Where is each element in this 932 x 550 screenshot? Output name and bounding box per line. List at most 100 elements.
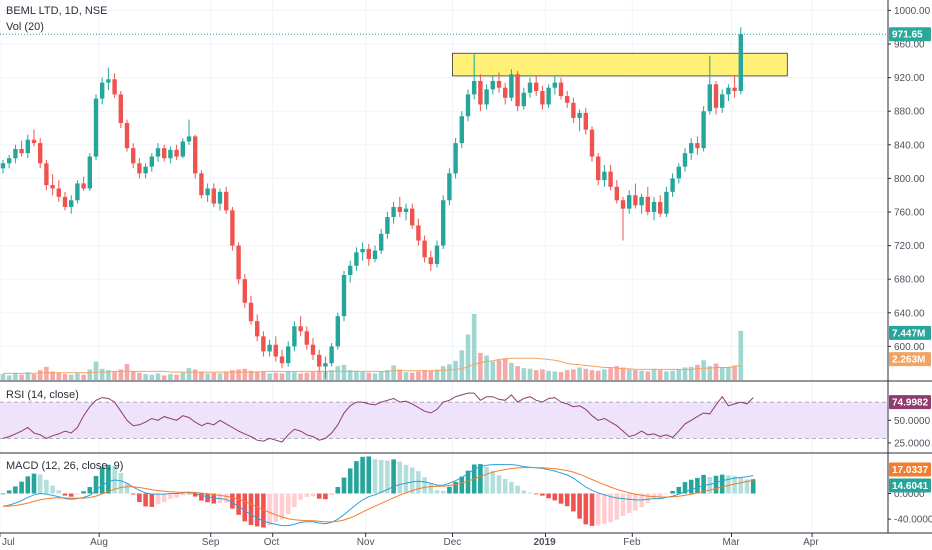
volume-tag-bg bbox=[889, 325, 931, 340]
candle-body bbox=[143, 166, 148, 174]
volume-bar bbox=[688, 366, 694, 380]
volume-bar bbox=[657, 370, 663, 380]
candle-body bbox=[472, 80, 477, 95]
price-tick-label: 920.00 bbox=[894, 73, 925, 84]
volume-bar bbox=[571, 369, 576, 380]
histogram-bar bbox=[583, 493, 589, 525]
candle-body bbox=[627, 195, 632, 209]
candle-body bbox=[366, 248, 371, 260]
time-tick-label: Nov bbox=[357, 537, 375, 548]
candle-body bbox=[298, 326, 303, 332]
candle-body bbox=[62, 196, 68, 207]
histogram-bar bbox=[738, 477, 744, 494]
histogram-bar bbox=[37, 474, 43, 494]
histogram-bar bbox=[502, 478, 508, 494]
volume-bar bbox=[416, 371, 421, 380]
histogram-bar bbox=[571, 493, 576, 512]
rsi-tag-bg bbox=[889, 395, 931, 410]
macd-tick-label: 0.0000 bbox=[894, 489, 925, 500]
candle-body bbox=[292, 326, 297, 347]
volume-bar bbox=[639, 370, 644, 380]
volume-bar bbox=[124, 364, 130, 380]
histogram-bar bbox=[496, 475, 502, 494]
last-price-tag-bg bbox=[889, 27, 931, 42]
candle-body bbox=[620, 200, 626, 209]
histogram-bar bbox=[161, 493, 167, 503]
price-tick-label: 800.00 bbox=[894, 174, 925, 185]
histogram-bar bbox=[620, 493, 626, 516]
candle-body bbox=[689, 143, 694, 154]
volume-bar bbox=[701, 360, 706, 380]
last-price-tag: 971.65 bbox=[892, 30, 923, 41]
candle-body bbox=[341, 275, 347, 317]
candle-body bbox=[379, 233, 384, 251]
histogram-bar bbox=[279, 493, 285, 520]
volume-bar bbox=[385, 370, 390, 380]
candle-body bbox=[577, 112, 582, 118]
candle-body bbox=[93, 98, 99, 157]
time-tick-label: Sep bbox=[202, 537, 220, 548]
candle-body bbox=[31, 139, 37, 144]
volume-bar bbox=[515, 366, 520, 380]
candle-body bbox=[441, 200, 446, 246]
candle-body bbox=[546, 87, 551, 105]
volume-bar bbox=[583, 368, 589, 380]
volume-bar bbox=[304, 372, 310, 380]
histogram-bar bbox=[391, 459, 396, 494]
volume-bar bbox=[608, 368, 613, 380]
histogram-bar bbox=[354, 461, 359, 494]
histogram-bar bbox=[602, 493, 607, 524]
histogram-bar bbox=[316, 493, 322, 499]
candle-body bbox=[87, 156, 92, 189]
resistance-zone-highlight bbox=[452, 52, 788, 77]
volume-bar bbox=[292, 372, 297, 380]
candle-body bbox=[558, 82, 564, 97]
histogram-bar bbox=[378, 459, 384, 494]
candle-body bbox=[205, 188, 210, 196]
histogram-bar bbox=[347, 468, 353, 494]
volume-bar bbox=[143, 374, 148, 380]
candle-body bbox=[38, 143, 43, 164]
candle-body bbox=[385, 217, 390, 234]
histogram-bar bbox=[205, 493, 210, 503]
candle-body bbox=[695, 143, 700, 149]
macd-panel[interactable] bbox=[0, 456, 756, 528]
histogram-bar bbox=[137, 493, 142, 503]
time-tick-label: Jul bbox=[2, 537, 15, 548]
volume-bar bbox=[552, 371, 558, 380]
volume-bar bbox=[310, 372, 316, 380]
histogram-bar bbox=[13, 486, 18, 494]
histogram-bar bbox=[533, 493, 539, 495]
histogram-bar bbox=[713, 475, 719, 494]
price-tick-label: 760.00 bbox=[894, 208, 925, 219]
candle-body bbox=[589, 129, 595, 157]
time-tick-label: Feb bbox=[623, 537, 641, 548]
rsi-panel[interactable] bbox=[0, 392, 887, 443]
volume-bar bbox=[378, 371, 384, 380]
histogram-bar bbox=[595, 493, 601, 526]
price-axis[interactable]: 1000.00 960.00 920.00 880.00 840.00 800.00 760… bbox=[888, 6, 932, 526]
candle-body bbox=[521, 92, 526, 107]
time-axis[interactable]: Jul Aug Sep Oct Nov Dec 2019 Feb Mar Apr bbox=[0, 533, 819, 548]
candle-body bbox=[713, 84, 719, 108]
candle-body bbox=[490, 80, 495, 90]
candle-body bbox=[540, 91, 545, 105]
candle-body bbox=[391, 206, 396, 218]
histogram-bar bbox=[732, 475, 737, 494]
volume-bar bbox=[112, 372, 117, 380]
candle-body bbox=[329, 346, 334, 364]
histogram-bar bbox=[62, 493, 68, 496]
volume-bar bbox=[6, 375, 12, 380]
histogram-bar bbox=[192, 493, 198, 497]
volume-bar bbox=[602, 369, 607, 380]
price-panel[interactable] bbox=[0, 27, 887, 380]
candle-body bbox=[701, 111, 706, 149]
volume-bar bbox=[93, 361, 99, 380]
histogram-bar bbox=[180, 493, 186, 496]
candle-body bbox=[317, 354, 322, 367]
volume-bar bbox=[186, 368, 192, 380]
volume-bar bbox=[490, 361, 496, 380]
volume-bar bbox=[453, 360, 458, 380]
